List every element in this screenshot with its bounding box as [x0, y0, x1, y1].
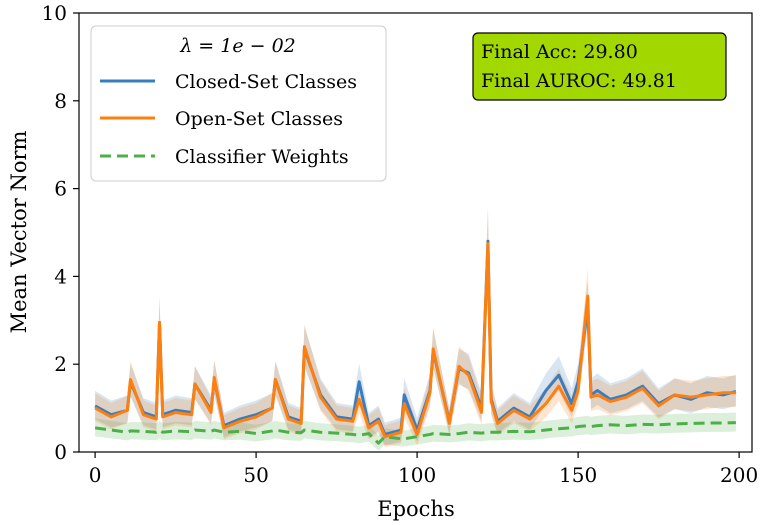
- y-tick-label: 8: [54, 89, 67, 113]
- legend-label-open-set: Open-Set Classes: [175, 108, 343, 130]
- x-tick-label: 0: [89, 463, 102, 487]
- x-tick-label: 50: [243, 463, 268, 487]
- legend: λ = 1e − 02 Closed-Set Classes Open-Set …: [90, 25, 387, 182]
- legend-label-classifier-weights: Classifier Weights: [175, 146, 349, 168]
- y-tick-label: 2: [54, 352, 67, 376]
- y-axis-title: Mean Vector Norm: [7, 130, 31, 333]
- x-tick-label: 150: [559, 463, 597, 487]
- y-tick-label: 10: [42, 1, 67, 25]
- x-axis-title: Epochs: [377, 497, 454, 521]
- y-axis-ticks: 0 2 4 6 8 10: [42, 1, 79, 464]
- y-tick-label: 0: [54, 440, 67, 464]
- x-axis-ticks: 0 50 100 150 200: [89, 452, 758, 487]
- y-tick-label: 4: [54, 264, 67, 288]
- annotation-final-acc: Final Acc: 29.80: [481, 41, 638, 63]
- legend-box: [90, 25, 387, 182]
- annotation-final-auroc: Final AUROC: 49.81: [481, 70, 677, 92]
- y-tick-label: 6: [54, 177, 67, 201]
- series-line-classifier-weights: [94, 421, 736, 445]
- x-tick-label: 200: [720, 463, 758, 487]
- legend-title: λ = 1e − 02: [179, 35, 296, 57]
- series-lines: [94, 239, 737, 445]
- plot-frame: [78, 12, 753, 453]
- series-line-open-set-classes: [94, 241, 736, 439]
- annotation-box: [472, 32, 727, 101]
- legend-label-closed-set: Closed-Set Classes: [175, 71, 357, 93]
- x-tick-label: 100: [398, 463, 436, 487]
- metrics-annotation: Final Acc: 29.80 Final AUROC: 49.81: [472, 32, 727, 101]
